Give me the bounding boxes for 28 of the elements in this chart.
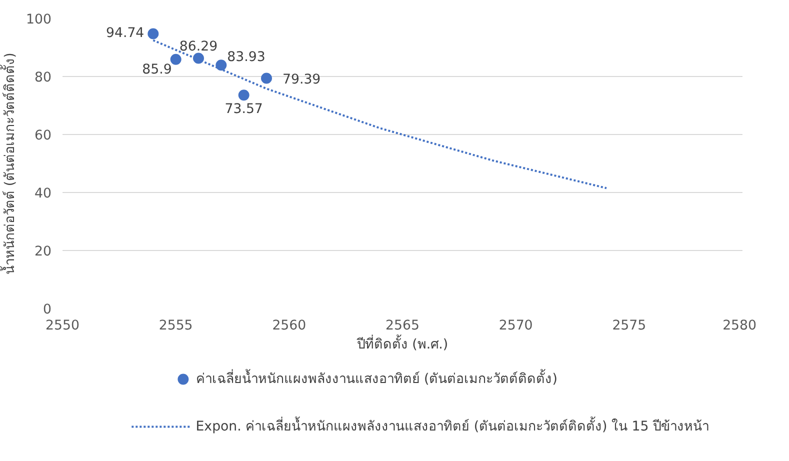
x-tick-label: 2565 [386, 318, 420, 334]
x-tick-label: 2550 [46, 318, 80, 334]
y-tick-label: 100 [26, 12, 52, 28]
x-tick-label: 2575 [612, 318, 646, 334]
point [148, 28, 159, 40]
data-label: 94.74 [106, 26, 144, 41]
y-tick-label: 0 [43, 302, 52, 318]
data-label: 83.93 [227, 50, 266, 66]
x-tick-label: 2580 [722, 318, 757, 334]
point [238, 90, 250, 101]
x-tick-label: 2555 [158, 318, 193, 334]
legend-label: Expon. ค่าเฉลี่ยน้ำหนักแผงพลังงานแสงอาทิตย์ (ตันต่อเมกะวัตต์ติดตั้ง) ใน 15 ปีข้างหน้า [196, 416, 709, 434]
point [170, 54, 182, 65]
point [261, 72, 272, 84]
data-label: 73.57 [224, 102, 263, 118]
data-label: 79.39 [282, 72, 321, 88]
y-tick-label: 60 [34, 128, 52, 144]
point [216, 60, 227, 71]
y-axis-title: น้ำหนักต่อวัตต์ (ตันต่อเมกะวัตต์ติดตั้ง) [0, 52, 18, 274]
y-tick-label: 40 [34, 186, 52, 202]
x-tick-label: 2560 [272, 318, 306, 334]
y-tick-label: 80 [34, 70, 52, 86]
y-tick-label: 20 [34, 244, 52, 260]
x-axis-title: ปีที่ติดตั้ง (พ.ศ.) [356, 334, 448, 352]
data-label: 86.29 [179, 39, 218, 54]
x-tick-label: 2570 [498, 318, 533, 334]
data-label: 85.9 [142, 62, 172, 78]
legend-label: ค่าเฉลี่ยน้ำหนักแผงพลังงานแสงอาทิตย์ (ตันต่อเมกะวัตต์ติดตั้ง) [196, 368, 558, 387]
